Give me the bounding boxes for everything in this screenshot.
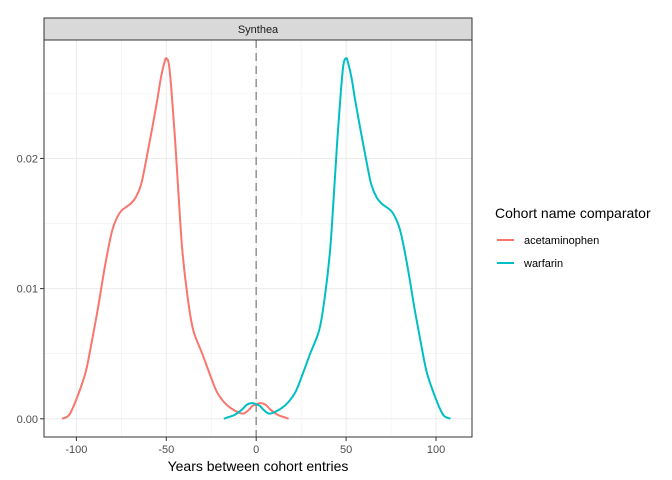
series-group xyxy=(61,57,451,420)
legend-label-acetaminophen: acetaminophen xyxy=(524,235,599,247)
y-axis: 0.00 0.01 0.02 xyxy=(17,153,44,426)
y-tick-label: 0.01 xyxy=(17,284,38,296)
x-axis-title: Years between cohort entries xyxy=(168,458,349,474)
legend-title: Cohort name comparator xyxy=(495,205,651,221)
plot-panel xyxy=(44,40,472,437)
x-tick-label: 0 xyxy=(253,444,259,456)
x-tick-label: 100 xyxy=(427,444,445,456)
x-tick-label: -100 xyxy=(65,444,87,456)
series-line-warfarin xyxy=(223,57,451,420)
legend-label-warfarin: warfarin xyxy=(523,258,563,270)
plot-panel-border xyxy=(43,39,473,438)
grid-minor xyxy=(44,40,472,437)
x-tick-label: -50 xyxy=(158,444,174,456)
legend: Cohort name comparator acetaminophen warf… xyxy=(495,205,651,270)
x-axis: -100 -50 0 50 100 xyxy=(65,437,445,456)
x-tick-label: 50 xyxy=(340,444,352,456)
facet-label: Synthea xyxy=(238,24,279,36)
y-tick-label: 0.02 xyxy=(17,153,38,165)
series-line-acetaminophen xyxy=(61,57,289,420)
legend-items: acetaminophen warfarin xyxy=(497,235,599,270)
y-tick-label: 0.00 xyxy=(17,414,38,426)
